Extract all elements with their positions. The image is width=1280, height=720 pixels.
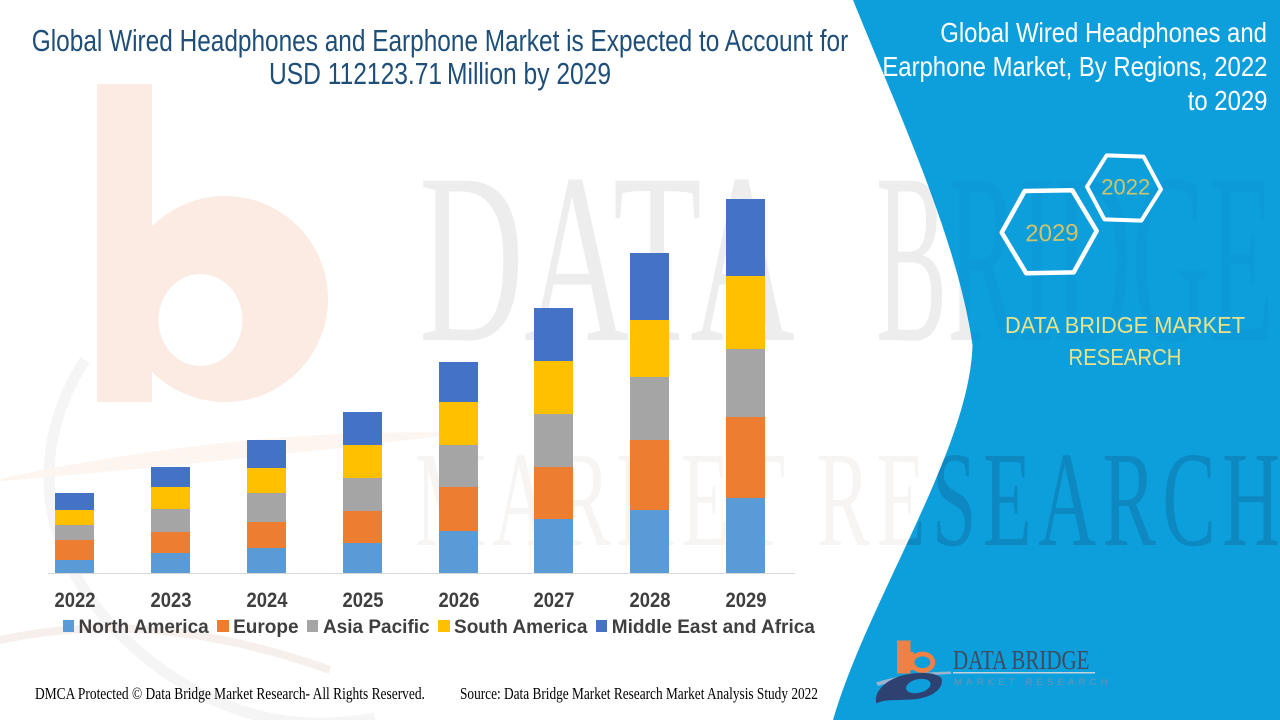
svg-text:DATA BRIDGE: DATA BRIDGE xyxy=(953,645,1090,675)
svg-text:2022: 2022 xyxy=(1101,175,1150,200)
svg-text:MARKET RESEARCH: MARKET RESEARCH xyxy=(954,677,1112,688)
svg-text:2029: 2029 xyxy=(1025,219,1079,247)
